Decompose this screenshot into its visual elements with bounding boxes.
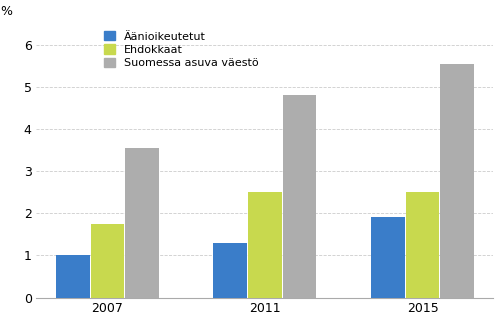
Bar	[248, 192, 282, 298]
Bar	[371, 217, 405, 298]
Text: %: %	[0, 5, 12, 18]
Bar	[91, 224, 124, 298]
Bar	[214, 243, 247, 298]
Legend: Äänioikeutetut, Ehdokkaat, Suomessa asuva väestö: Äänioikeutetut, Ehdokkaat, Suomessa asuv…	[101, 29, 260, 70]
Bar	[441, 64, 474, 298]
Bar	[125, 148, 159, 298]
Bar	[406, 192, 439, 298]
Bar	[283, 95, 316, 298]
Bar	[56, 256, 89, 298]
